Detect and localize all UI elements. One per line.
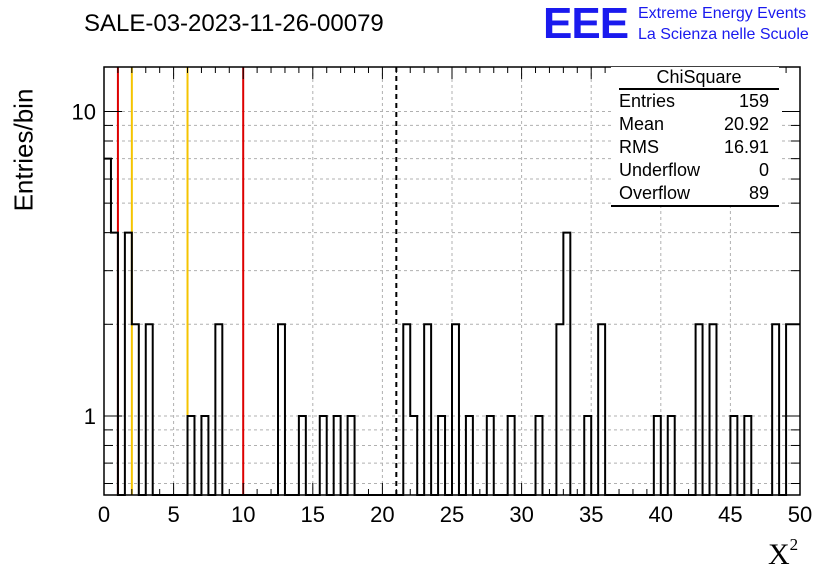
x-axis-label-base: X <box>768 538 790 571</box>
x-tick-label: 15 <box>301 502 325 527</box>
y-tick-label: 1 <box>84 404 96 429</box>
stats-value: 16.91 <box>723 137 769 157</box>
stats-value: 159 <box>738 91 769 111</box>
stats-row-mean: Mean 20.92 <box>611 113 779 136</box>
x-tick-label: 25 <box>440 502 464 527</box>
stats-row-rms: RMS 16.91 <box>611 136 779 159</box>
logo-text-line1: Extreme Energy Events <box>638 5 807 22</box>
stats-label: Overflow <box>619 183 691 203</box>
x-tick-label: 50 <box>788 502 812 527</box>
x-tick-label: 5 <box>167 502 179 527</box>
eee-logo-mark: EEE <box>543 0 629 48</box>
x-tick-label: 35 <box>579 502 603 527</box>
x-axis-label: X2 <box>768 535 798 572</box>
axis-tick-labels-layer: 0 5 10 15 20 25 30 35 40 45 50 1 10 <box>72 99 813 527</box>
stats-label: Underflow <box>619 160 701 180</box>
x-tick-label: 40 <box>649 502 673 527</box>
stats-label: RMS <box>619 137 659 157</box>
x-tick-label: 10 <box>231 502 255 527</box>
y-tick-label: 10 <box>72 99 96 124</box>
stats-row-entries: Entries 159 <box>611 90 779 113</box>
stats-box: ChiSquare Entries 159 Mean 20.92 RMS 16.… <box>611 67 779 207</box>
stats-value: 0 <box>758 160 769 180</box>
stats-label: Entries <box>619 91 676 111</box>
eee-logo: EEE Extreme Energy Events La Scienza nel… <box>543 2 833 48</box>
stats-value: 20.92 <box>723 114 769 134</box>
histogram-outline <box>104 157 800 496</box>
stats-row-overflow: Overflow 89 <box>611 182 779 205</box>
logo-text-line2: La Scienza nelle Scuole <box>638 26 809 43</box>
stats-row-underflow: Underflow 0 <box>611 159 779 182</box>
page-title: SALE-03-2023-11-26-00079 <box>84 10 384 37</box>
x-tick-label: 30 <box>509 502 533 527</box>
stats-value: 89 <box>748 183 769 203</box>
x-axis-label-superscript: 2 <box>789 535 799 554</box>
stats-box-title: ChiSquare <box>619 67 779 90</box>
x-tick-label: 45 <box>718 502 742 527</box>
x-tick-label: 0 <box>98 502 110 527</box>
x-tick-label: 20 <box>370 502 394 527</box>
stats-label: Mean <box>619 114 665 134</box>
